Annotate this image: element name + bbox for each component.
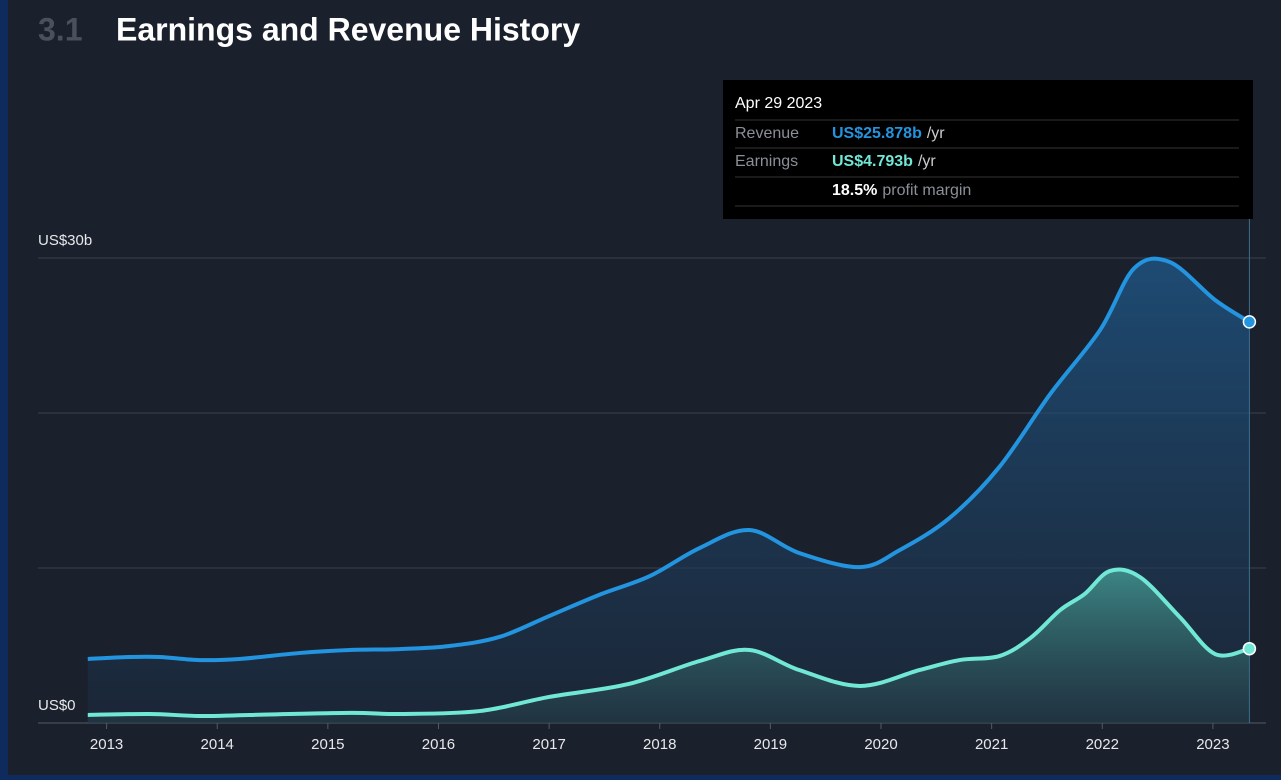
chart: 3.1 Earnings and Revenue History US$0 US$… — [38, 11, 1266, 753]
tooltip-value: US$4.793b — [832, 153, 913, 170]
x-tick-label: 2017 — [532, 736, 565, 753]
x-tick-label: 2019 — [754, 736, 787, 753]
x-tick-label: 2022 — [1086, 736, 1119, 753]
hover-point — [1242, 641, 1257, 656]
tooltip-margin-value: 18.5% — [832, 182, 877, 199]
x-tick-label: 2015 — [311, 736, 344, 753]
x-tick-label: 2021 — [975, 736, 1008, 753]
x-tick-label: 2014 — [201, 736, 234, 753]
tooltip-margin-label: profit margin — [882, 182, 971, 199]
section-number: 3.1 — [38, 11, 82, 47]
panel: 3.1 Earnings and Revenue History US$0 US$… — [8, 0, 1281, 775]
tooltip-value: US$25.878b — [832, 125, 922, 142]
line — [87, 567, 1250, 719]
x-tick-label: 2016 — [422, 736, 455, 753]
tooltip: Apr 29 2023 Revenue US$25.878b /yr Earni… — [723, 80, 1253, 219]
tooltip-label: Revenue — [735, 125, 799, 142]
tooltip-date: Apr 29 2023 — [735, 95, 822, 112]
chart-title: Earnings and Revenue History — [116, 11, 580, 47]
x-tick-label: 2020 — [864, 736, 897, 753]
y-tick-label: US$30b — [38, 232, 92, 249]
area — [87, 569, 1250, 723]
area — [87, 258, 1250, 723]
tooltip-unit: /yr — [918, 153, 936, 170]
x-tick-label: 2023 — [1196, 736, 1229, 753]
x-tick-label: 2013 — [90, 736, 123, 753]
hover-point — [1242, 315, 1257, 329]
tooltip-box — [723, 80, 1253, 219]
line — [87, 256, 1251, 663]
x-tick-label: 2018 — [643, 736, 676, 753]
tooltip-label: Earnings — [735, 153, 798, 170]
y-tick-label: US$0 — [38, 697, 76, 714]
tooltip-unit: /yr — [927, 125, 945, 142]
